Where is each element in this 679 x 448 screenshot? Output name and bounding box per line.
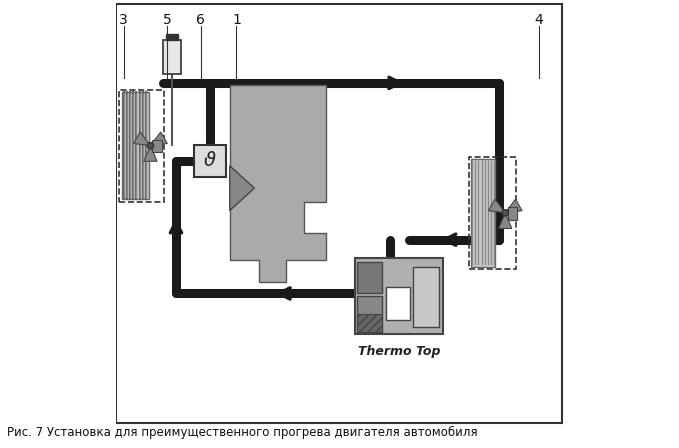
Bar [162,40,181,74]
Circle shape [147,142,153,149]
Bar [507,207,517,220]
Bar [194,145,226,177]
Bar [471,159,496,267]
Text: Thermo Top: Thermo Top [358,345,440,358]
Polygon shape [230,166,255,211]
Text: Рис. 7 Установка для преимущественного прогрева двигателя автомобиля: Рис. 7 Установка для преимущественного п… [7,426,477,439]
Bar [122,92,149,199]
Text: 5: 5 [163,13,171,27]
Polygon shape [134,132,151,146]
Bar [152,140,162,152]
Polygon shape [498,213,512,228]
Text: 1: 1 [232,13,241,27]
Polygon shape [151,132,167,146]
Bar [357,314,382,332]
Polygon shape [488,199,505,213]
Circle shape [502,210,509,216]
Bar [413,267,439,327]
Polygon shape [230,85,326,282]
Text: $\vartheta$: $\vartheta$ [203,151,217,170]
Text: 6: 6 [196,13,205,27]
Bar [357,296,382,332]
Bar [355,258,443,334]
Polygon shape [505,199,522,213]
Polygon shape [144,146,157,161]
Text: 4: 4 [534,13,543,27]
Text: 3: 3 [120,13,128,27]
Bar [166,34,178,40]
Bar [386,287,410,320]
Bar [357,262,382,293]
